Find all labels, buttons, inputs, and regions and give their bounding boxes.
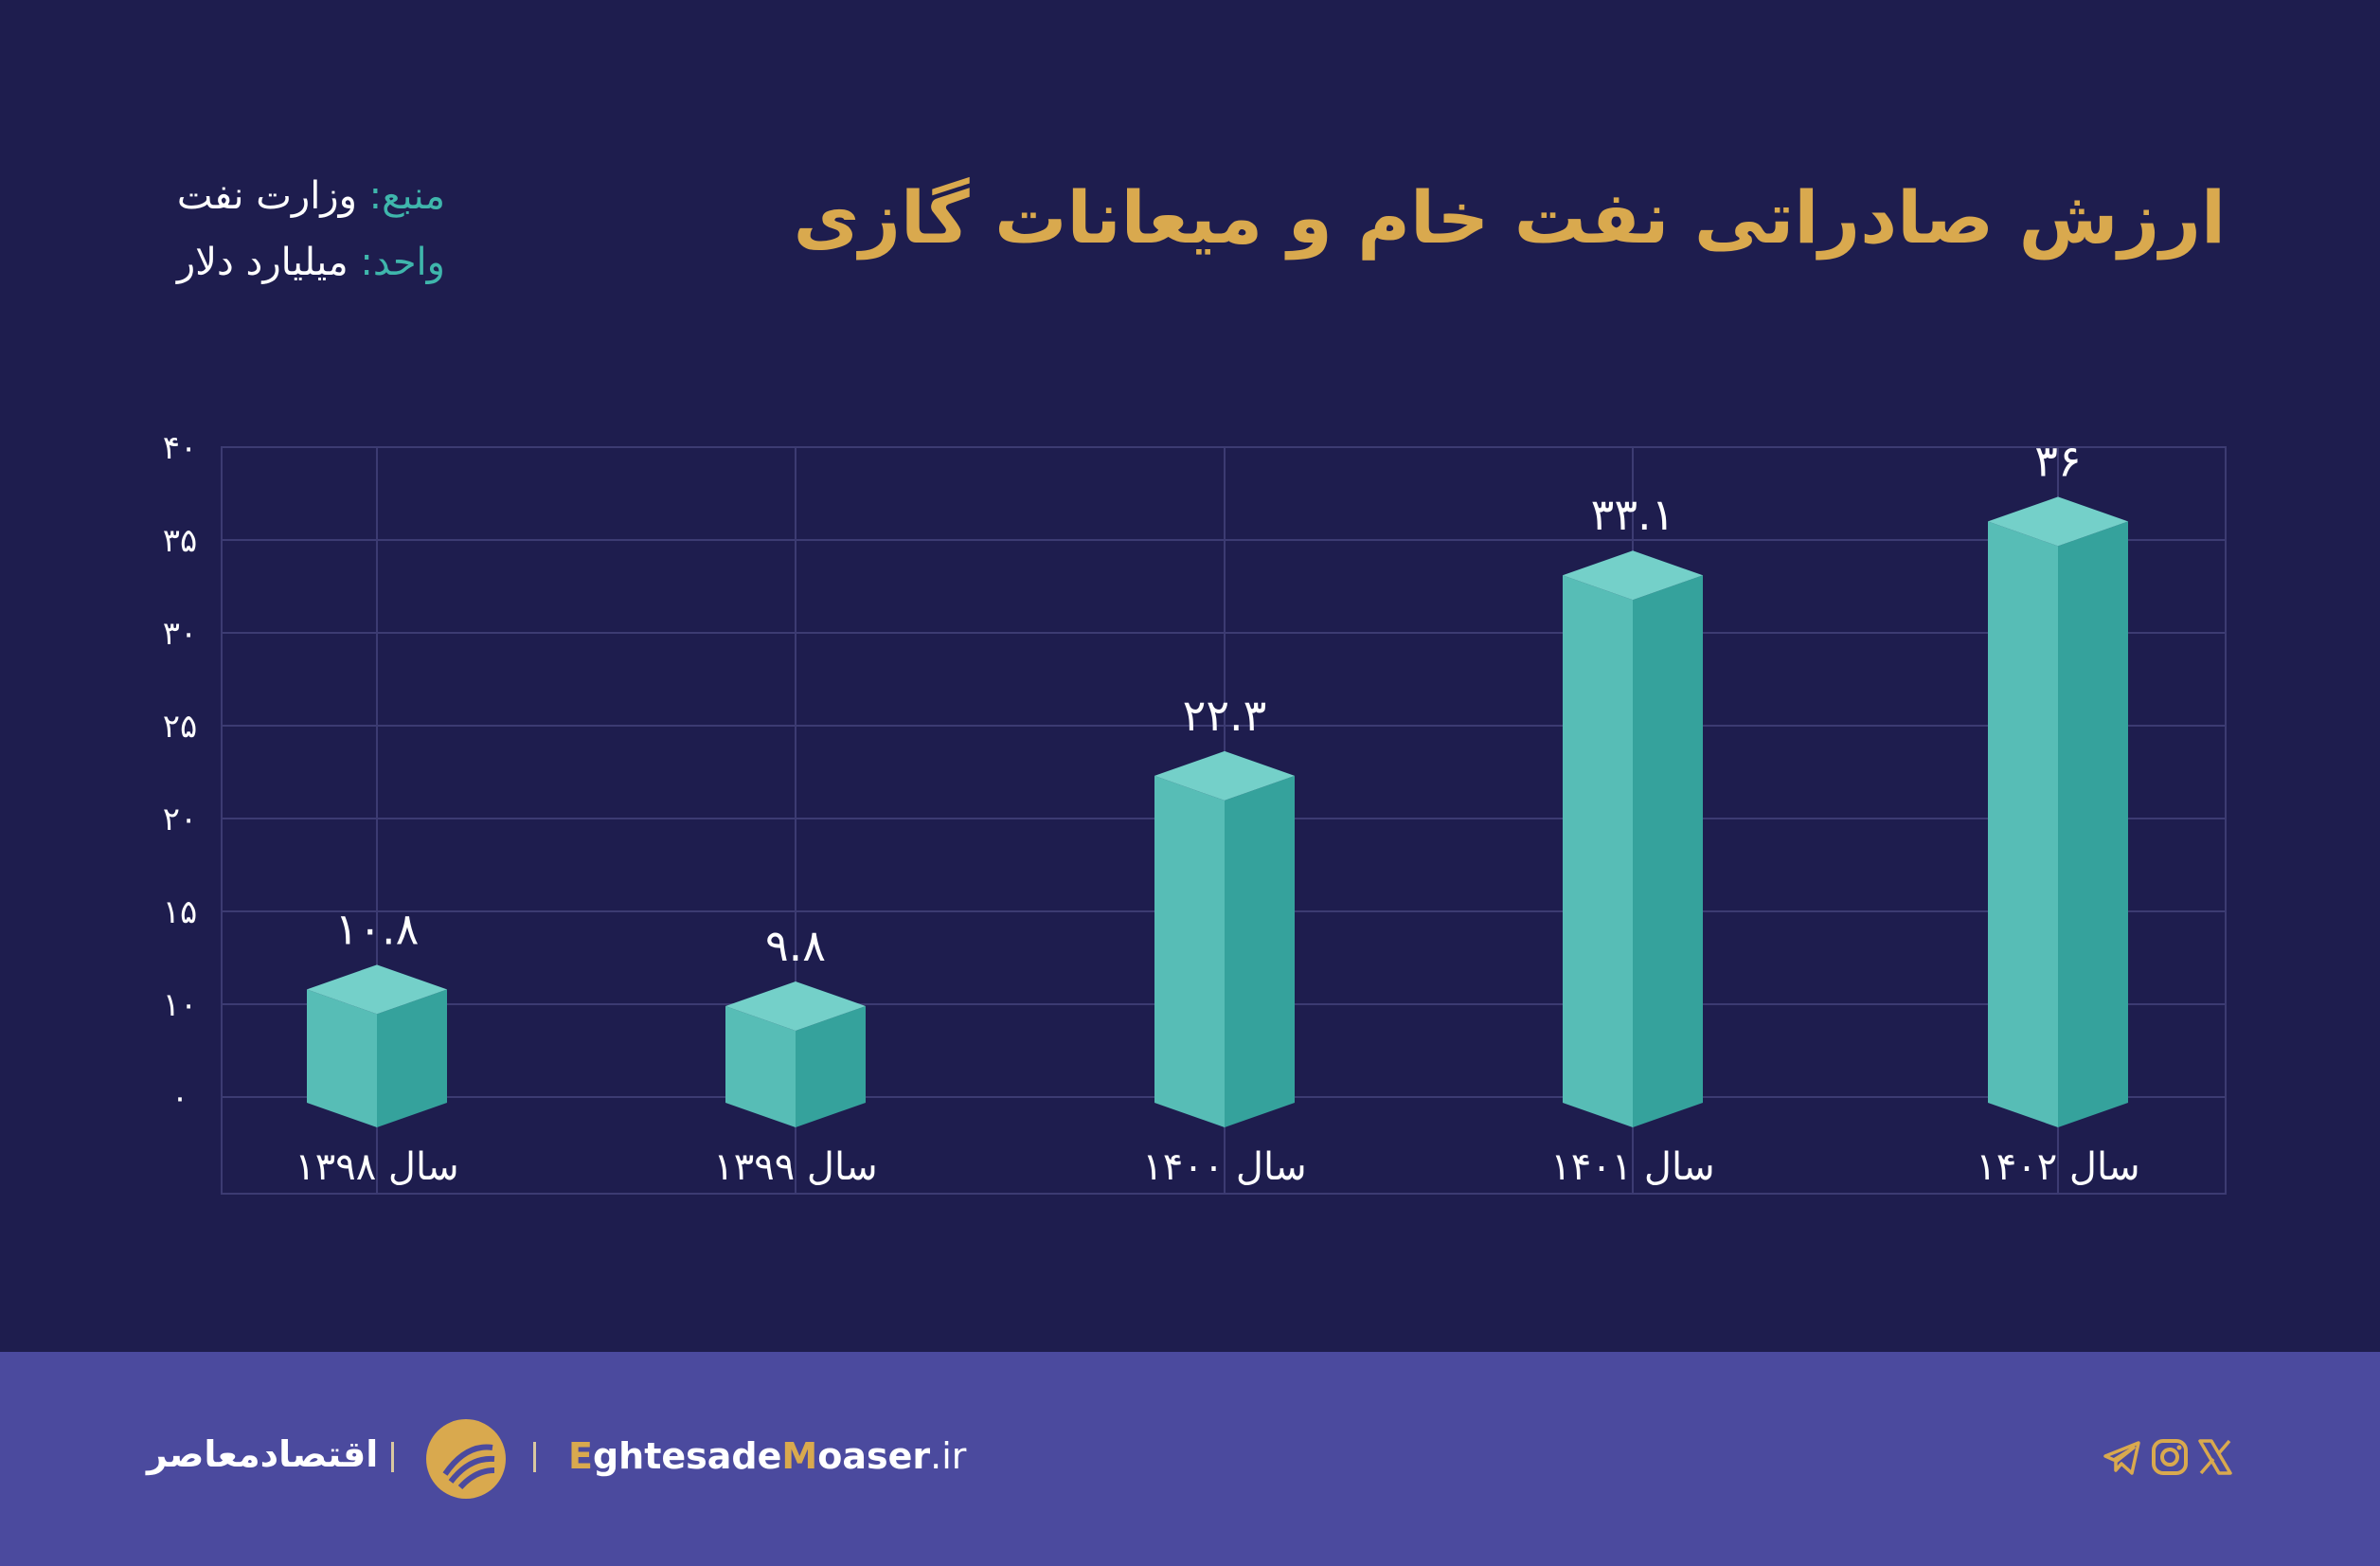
bar-front-face bbox=[1988, 521, 2058, 1127]
bar-value-label: ۱۰.۸ bbox=[335, 903, 420, 954]
bar-front-face bbox=[1154, 775, 1225, 1127]
site-part: .ir bbox=[930, 1435, 967, 1477]
unit-label: واحد: bbox=[360, 241, 445, 284]
bar-side-face bbox=[1633, 575, 1703, 1127]
unit-value: میلیارد دلار bbox=[176, 241, 349, 284]
footer-divider bbox=[533, 1442, 536, 1472]
bar-side-face bbox=[377, 989, 447, 1127]
bar-value-label: ۲۲.۳ bbox=[1183, 690, 1267, 741]
source-value: وزارت نفت bbox=[176, 174, 357, 218]
bar-top-face bbox=[1154, 750, 1295, 801]
bar-front-face bbox=[1563, 575, 1633, 1127]
site-part: M bbox=[781, 1435, 818, 1477]
bar-top-face bbox=[1563, 550, 1703, 601]
bar-chart: ۰ ۱۰ ۱۵ ۲۰ ۲۵ ۳۰ ۳۵ ۴۰ ۱۰.۸ سال ۱۳۹۸ ۹.۸ سال ۱۳۹۹ ۲۲… bbox=[163, 429, 2227, 1195]
bar-top-face bbox=[1988, 496, 2128, 547]
y-tick-label: ۲۰ bbox=[163, 801, 198, 838]
brand-logo bbox=[426, 1419, 506, 1499]
y-tick-label: ۳۵ bbox=[163, 522, 198, 560]
chart-meta: منبع: وزارت نفت واحد: میلیارد دلار bbox=[142, 163, 445, 296]
footer-divider bbox=[391, 1442, 394, 1472]
site-url[interactable]: EghtesadeMoaser.ir bbox=[568, 1435, 966, 1477]
bar-top-face bbox=[307, 964, 447, 1015]
telegram-icon[interactable] bbox=[2101, 1435, 2144, 1479]
chart-title: ارزش صادراتی نفت خام و میعانات گازی bbox=[793, 175, 2226, 260]
site-part: E bbox=[568, 1435, 593, 1477]
y-tick-label: ۱۵ bbox=[163, 893, 198, 931]
bar-top-face bbox=[725, 981, 866, 1031]
y-tick-label: ۱۰ bbox=[163, 986, 198, 1024]
bar-side-face bbox=[1225, 775, 1295, 1127]
y-tick-label: ۲۵ bbox=[163, 708, 198, 746]
bar-value-label: ۳۶ bbox=[2034, 435, 2081, 486]
bar-side-face bbox=[2058, 521, 2128, 1127]
unit-line: واحد: میلیارد دلار bbox=[142, 229, 445, 296]
footer: اقتصادمعاصر EghtesadeMoaser.ir bbox=[0, 1352, 2380, 1566]
source-label: منبع: bbox=[368, 174, 445, 218]
y-tick-label: ۰ bbox=[171, 1079, 188, 1117]
x-icon[interactable] bbox=[2193, 1435, 2237, 1479]
x-tick-label: سال ۱۴۰۱ bbox=[1550, 1145, 1714, 1189]
site-part: oaser bbox=[817, 1435, 931, 1477]
y-tick-label: ۳۰ bbox=[163, 615, 198, 653]
x-tick-label: سال ۱۴۰۲ bbox=[1976, 1145, 2139, 1189]
brand-name: اقتصادمعاصر bbox=[147, 1433, 379, 1475]
instagram-icon[interactable] bbox=[2148, 1435, 2192, 1479]
x-tick-label: سال ۱۳۹۹ bbox=[713, 1145, 877, 1189]
y-tick-label: ۴۰ bbox=[163, 429, 198, 467]
bar-value-label: ۳۳.۱ bbox=[1591, 489, 1675, 540]
bar-value-label: ۹.۸ bbox=[765, 920, 826, 971]
bar-front-face bbox=[725, 1005, 796, 1127]
source-line: منبع: وزارت نفت bbox=[142, 163, 445, 229]
site-part: ghtesade bbox=[592, 1435, 782, 1477]
bar-side-face bbox=[796, 1005, 866, 1127]
x-tick-label: سال ۱۳۹۸ bbox=[295, 1145, 458, 1189]
bar-front-face bbox=[307, 989, 377, 1127]
x-tick-label: سال ۱۴۰۰ bbox=[1142, 1145, 1306, 1189]
